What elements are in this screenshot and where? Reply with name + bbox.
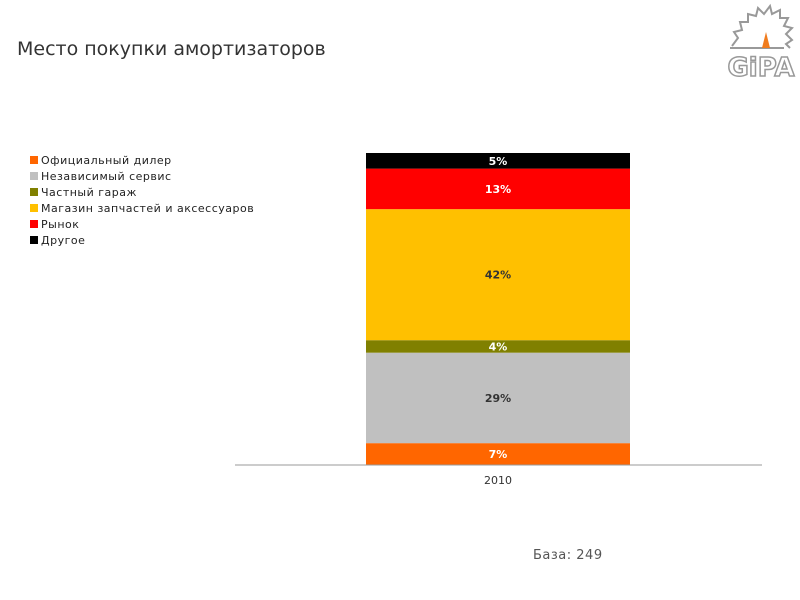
legend-item: Магазин запчастей и аксессуаров xyxy=(30,200,254,216)
data-label: 4% xyxy=(489,340,508,353)
svg-text:GiPA: GiPA xyxy=(727,53,794,80)
legend-swatch xyxy=(30,156,38,164)
legend-label: Официальный дилер xyxy=(41,153,172,167)
legend-label: Магазин запчастей и аксессуаров xyxy=(41,201,255,215)
legend-item: Другое xyxy=(30,232,254,248)
page-title: Место покупки амортизаторов xyxy=(17,38,326,60)
data-label: 7% xyxy=(489,448,508,461)
legend-item: Рынок xyxy=(30,216,254,232)
bar-segment-1 xyxy=(366,352,630,444)
legend-item: Независимый сервис xyxy=(30,168,254,184)
legend-swatch xyxy=(30,220,38,228)
legend-swatch xyxy=(30,172,38,180)
legend-label: Рынок xyxy=(41,217,80,231)
gipa-logo: GiPA xyxy=(724,2,798,84)
data-label: 5% xyxy=(489,155,508,168)
bar-segment-5 xyxy=(366,153,630,169)
data-label: 13% xyxy=(485,183,511,196)
legend-item: Частный гараж xyxy=(30,184,254,200)
bar-segment-0 xyxy=(366,443,630,465)
bar-segment-3 xyxy=(366,209,630,341)
legend-label: Другое xyxy=(41,233,86,247)
legend-swatch xyxy=(30,188,38,196)
legend-label: Независимый сервис xyxy=(41,169,172,183)
legend-swatch xyxy=(30,236,38,244)
legend-item: Официальный дилер xyxy=(30,152,254,168)
bar-segment-2 xyxy=(366,340,630,353)
base-label: База: 249 xyxy=(533,548,603,563)
legend-swatch xyxy=(30,204,38,212)
data-label: 29% xyxy=(485,392,511,405)
x-tick-label: 2010 xyxy=(484,474,512,487)
bar-segment-4 xyxy=(366,168,630,210)
legend-label: Частный гараж xyxy=(41,185,137,199)
data-label: 42% xyxy=(485,269,511,282)
chart-legend: Официальный дилер Независимый сервис Частн… xyxy=(30,152,254,248)
